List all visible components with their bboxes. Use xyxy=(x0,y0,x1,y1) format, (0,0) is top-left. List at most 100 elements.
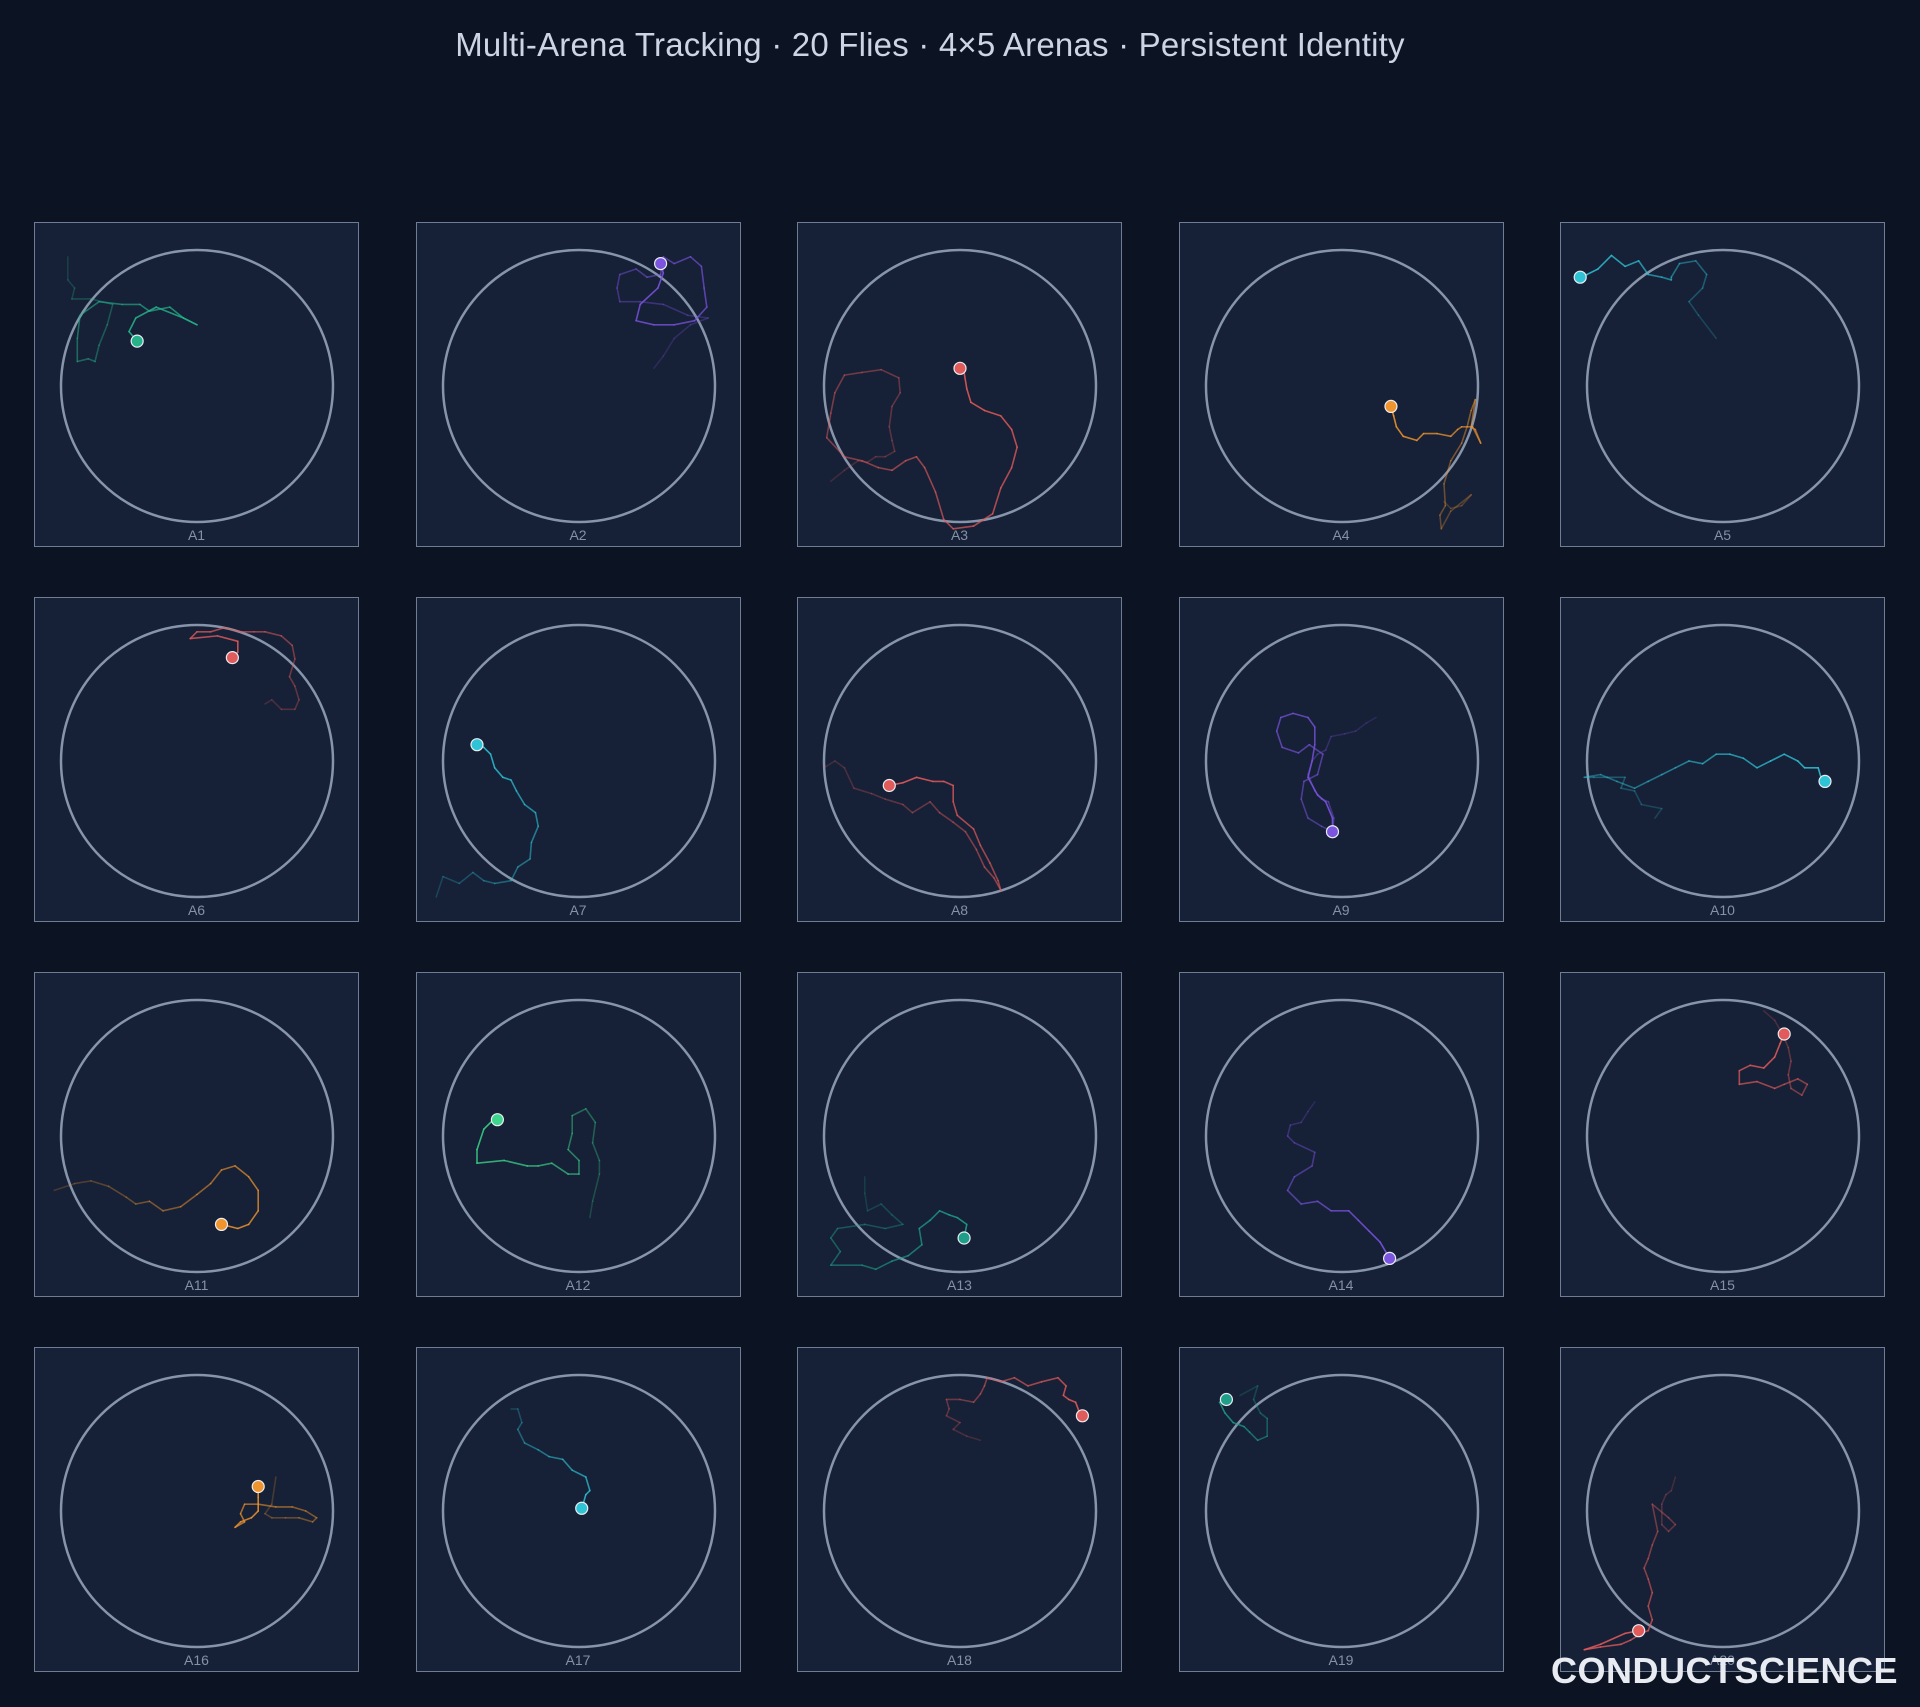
trajectory-segment xyxy=(1749,1064,1765,1069)
fly-position-marker xyxy=(1573,270,1587,284)
trajectory-segment xyxy=(638,300,664,306)
arena-panel-a18: A18 xyxy=(797,1347,1122,1672)
trajectory-segment xyxy=(1742,757,1758,769)
trajectory-segment xyxy=(1316,749,1326,755)
arena-plot xyxy=(822,623,1098,899)
trajectory-segment xyxy=(1218,1401,1226,1414)
trajectory-segment xyxy=(634,303,641,322)
trajectory-segment xyxy=(536,1162,553,1167)
trajectory-segment xyxy=(638,287,659,306)
trajectory-segment xyxy=(1010,428,1018,448)
trajectory-segment xyxy=(1291,712,1309,719)
trajectory-segment xyxy=(938,811,954,823)
trajectory-segment xyxy=(1000,1376,1016,1383)
arena-boundary xyxy=(441,248,716,524)
trajectory-segment xyxy=(1252,1398,1261,1414)
trajectory-segment xyxy=(1624,260,1640,268)
fly-position-marker xyxy=(882,778,896,793)
arena-plot xyxy=(1204,248,1482,530)
trajectory-segment xyxy=(1640,803,1663,810)
fly-position-marker xyxy=(225,651,239,665)
trajectory-segment xyxy=(107,1185,128,1198)
trajectory-segment xyxy=(291,1506,307,1512)
arena-label: A1 xyxy=(187,527,206,543)
trajectory-segment xyxy=(237,1223,250,1230)
trajectory-segment xyxy=(1310,1151,1316,1167)
arena-plot xyxy=(1573,248,1861,524)
arena-label: A2 xyxy=(569,527,587,543)
trajectory-segment xyxy=(915,455,926,469)
trajectory-segment xyxy=(1763,1056,1776,1069)
trajectory-segment xyxy=(482,879,495,885)
trajectory-segment xyxy=(264,1512,273,1519)
arena-plot xyxy=(1204,623,1479,899)
trajectory-segment xyxy=(986,1376,1002,1383)
trajectory-segment xyxy=(861,1264,877,1271)
arena-boundary xyxy=(822,1373,1098,1649)
arena-boundary xyxy=(1585,998,1861,1274)
arena-panel-a2: A2 xyxy=(415,222,741,547)
trajectory-segment xyxy=(634,319,655,326)
trajectory-segment xyxy=(1647,1605,1654,1621)
trajectory-segment xyxy=(1654,807,1663,819)
trajectory-segment xyxy=(1773,1042,1781,1058)
trajectory-segment xyxy=(989,862,999,882)
arena-plot xyxy=(53,998,335,1274)
trajectory-segment xyxy=(1661,1493,1667,1505)
trajectory-segment xyxy=(1633,790,1643,806)
trajectory-segment xyxy=(1438,504,1446,517)
trajectory-segment xyxy=(1259,1412,1268,1420)
arena-panel-a3: A3 xyxy=(797,222,1122,547)
arena-plot xyxy=(1204,1373,1479,1649)
trajectory-segment xyxy=(591,1121,596,1144)
page-title: Multi-Arena Tracking · 20 Flies · 4×5 Ar… xyxy=(455,26,1405,63)
trajectory-segment xyxy=(1299,780,1305,800)
trajectory-segment xyxy=(148,1200,164,1212)
trajectory-segment xyxy=(247,1210,259,1226)
trajectory-segment xyxy=(1773,1083,1785,1090)
arena-panel-a8: A8 xyxy=(797,597,1122,922)
arena-plot xyxy=(59,1373,335,1649)
trajectory-segment xyxy=(891,439,896,453)
trajectory-segment xyxy=(1738,1080,1758,1086)
arena-boundary xyxy=(1204,248,1479,524)
arena-panel-a5: A5 xyxy=(1560,222,1885,547)
trajectory-segment xyxy=(829,1237,842,1253)
arena-label: A5 xyxy=(1713,527,1732,543)
trajectory-segment xyxy=(975,848,986,868)
trajectory-segment xyxy=(591,1173,600,1203)
fly-position-marker xyxy=(130,334,144,348)
trajectory-segment xyxy=(902,776,918,784)
trajectory-segment xyxy=(1688,300,1700,317)
trajectory-segment xyxy=(1302,773,1318,783)
trajectory-segment xyxy=(288,658,296,678)
trajectory-segment xyxy=(1797,760,1806,769)
trajectory-segment xyxy=(458,871,474,885)
trajectory-segment xyxy=(570,1108,587,1117)
arena-label: A16 xyxy=(184,1652,209,1668)
trajectory-segment xyxy=(1449,493,1472,512)
trajectory-segment xyxy=(689,255,702,268)
arena-boundary xyxy=(822,998,1098,1274)
trajectory-segment xyxy=(952,801,959,817)
trajectory-segment xyxy=(1769,753,1785,762)
trajectory-segment xyxy=(829,1250,842,1267)
arena-boundary xyxy=(59,998,335,1274)
trajectory-segment xyxy=(1688,287,1704,303)
arena-boundary xyxy=(441,1373,716,1649)
trajectory-segment xyxy=(972,513,994,527)
trajectory-segment xyxy=(509,779,517,792)
trajectory-segment xyxy=(1647,1544,1654,1560)
trajectory-segment xyxy=(866,455,877,463)
trajectory-segment xyxy=(516,1408,523,1424)
trajectory-segment xyxy=(1583,773,1602,779)
arena-label: A11 xyxy=(184,1277,209,1293)
trajectory-segment xyxy=(1293,1165,1313,1178)
trajectory-segment xyxy=(1347,1210,1359,1222)
trajectory-segment xyxy=(689,317,709,326)
trajectory-segment xyxy=(1306,1101,1316,1113)
trajectory-segment xyxy=(1756,1080,1776,1090)
trajectory-segment xyxy=(956,814,975,830)
trajectory-segment xyxy=(220,1165,236,1171)
trajectory-segment xyxy=(929,801,941,814)
